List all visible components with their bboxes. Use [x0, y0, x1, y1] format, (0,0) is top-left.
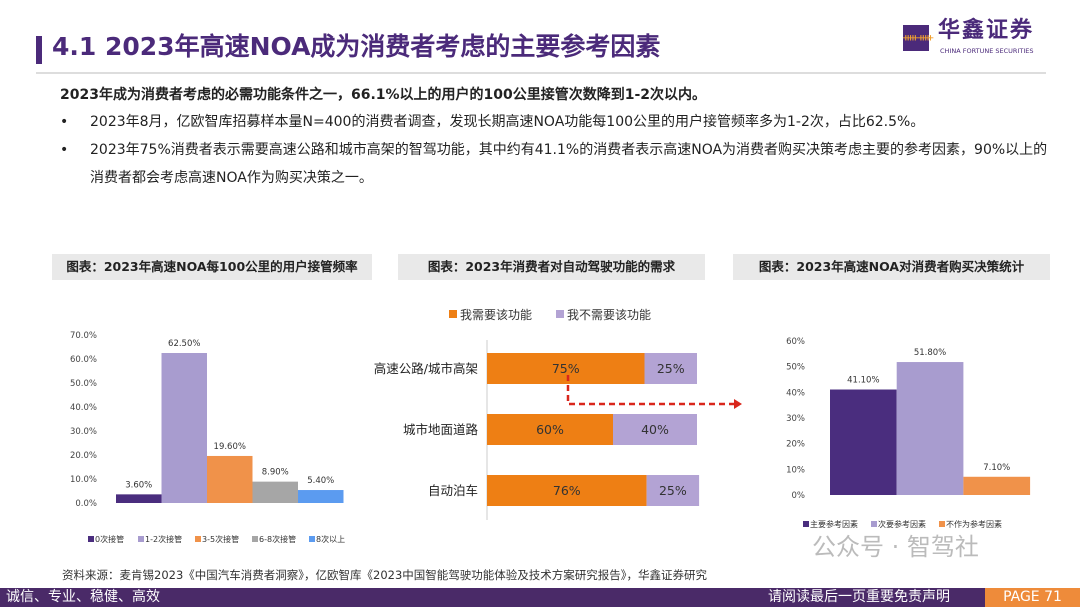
y-tick-label: 30%	[786, 414, 805, 424]
y-tick-label: 30.0%	[70, 427, 97, 437]
y-tick-label: 0.0%	[75, 499, 97, 509]
data-label: 25%	[659, 483, 687, 498]
bullet-text: 2023年75%消费者表示需要高速公路和城市高架的智驾功能，其中约有41.1%的…	[90, 142, 1048, 186]
logo-text: 华鑫证券	[938, 18, 1035, 43]
category-label: 城市地面道路	[403, 422, 479, 437]
bar	[161, 353, 207, 503]
page-title: 4.1 2023年高速NOA成为消费者考虑的主要参考因素	[52, 32, 661, 61]
legend-label: 1-2次接管	[145, 534, 182, 544]
legend-swatch	[195, 536, 201, 542]
chart3-title: 图表：2023年高速NOA对消费者购买决策统计	[733, 254, 1050, 280]
data-label: 76%	[553, 483, 581, 498]
legend-swatch	[803, 521, 809, 527]
y-tick-label: 0%	[792, 491, 806, 501]
data-label: 8.90%	[262, 468, 289, 478]
logo-subtext: CHINA FORTUNE SECURITIES	[940, 47, 1034, 55]
y-tick-label: 40%	[786, 388, 805, 398]
y-tick-label: 40.0%	[70, 403, 97, 413]
legend-label: 8次以上	[316, 534, 345, 544]
legend-swatch	[871, 521, 877, 527]
legend-label: 3-5次接管	[202, 534, 239, 544]
watermark: 公众号 · 智驾社	[812, 533, 979, 561]
chart1-title: 图表：2023年高速NOA每100公里的用户接管频率	[52, 254, 372, 280]
y-tick-label: 70.0%	[70, 331, 97, 341]
bar-segment	[487, 414, 613, 445]
legend-label: 我不需要该功能	[567, 308, 651, 322]
legend-label: 0次接管	[95, 534, 124, 544]
title-divider	[36, 72, 1046, 74]
arrowhead-icon	[734, 399, 742, 409]
bar-segment	[487, 475, 647, 506]
bar-segment	[613, 414, 697, 445]
bullet-item: • 2023年8月，亿欧智库招募样本量N=400的消费者调查，发现长期高速NOA功…	[60, 108, 1050, 136]
data-label: 62.50%	[168, 339, 200, 349]
bar	[963, 476, 1031, 495]
bar-segment	[644, 353, 697, 384]
bar	[896, 362, 964, 495]
legend-label: 主要参考因素	[810, 519, 858, 529]
bar	[116, 494, 162, 503]
legend-label: 不作为参考因素	[946, 519, 1002, 529]
data-label: 41.10%	[847, 376, 879, 386]
data-label: 75%	[552, 361, 580, 376]
data-label: 25%	[657, 361, 685, 376]
source-note: 资料来源：麦肯锡2023《中国汽车消费者洞察》，亿欧智库《2023中国智能驾驶功…	[62, 568, 708, 582]
bullet-text: 2023年8月，亿欧智库招募样本量N=400的消费者调查，发现长期高速NOA功能…	[90, 114, 925, 130]
y-tick-label: 20%	[786, 440, 805, 450]
legend-swatch	[449, 310, 457, 318]
category-label: 自动泊车	[428, 483, 478, 498]
y-tick-label: 60%	[786, 337, 805, 347]
data-label: 5.40%	[307, 476, 334, 486]
y-tick-label: 50.0%	[70, 379, 97, 389]
data-label: 3.60%	[125, 480, 152, 490]
bar	[298, 490, 344, 503]
legend-label: 次要参考因素	[878, 519, 926, 529]
legend-label: 我需要该功能	[460, 308, 532, 322]
legend-swatch	[939, 521, 945, 527]
footer-motto: 诚信、专业、稳健、高效	[6, 589, 160, 605]
bar-segment	[646, 475, 700, 506]
chart2-title: 图表：2023年消费者对自动驾驶功能的需求	[398, 254, 705, 280]
page-number: PAGE 71	[985, 588, 1080, 607]
bar	[207, 455, 253, 503]
bar-segment	[487, 353, 645, 384]
logo-icon: ᚔᚔ	[903, 25, 933, 51]
legend-swatch	[88, 536, 94, 542]
y-tick-label: 60.0%	[70, 355, 97, 365]
data-label: 40%	[641, 422, 669, 437]
bar	[252, 481, 298, 503]
dashed-arrow-line	[566, 375, 735, 406]
y-tick-label: 10%	[786, 465, 805, 475]
y-tick-label: 20.0%	[70, 451, 97, 461]
legend-swatch	[138, 536, 144, 542]
data-label: 51.80%	[914, 348, 946, 358]
bar	[830, 389, 897, 495]
legend-swatch	[252, 536, 258, 542]
footer-disclaimer: 请阅读最后一页重要免责声明	[768, 589, 950, 605]
footer-bar	[0, 588, 1080, 607]
legend-swatch	[309, 536, 315, 542]
category-label: 高速公路/城市高架	[374, 361, 478, 376]
data-label: 19.60%	[214, 442, 246, 452]
legend-label: 6-8次接管	[259, 534, 296, 544]
data-label: 7.10%	[983, 463, 1010, 473]
lead-text: 2023年成为消费者考虑的必需功能条件之一，66.1%以上的用户的100公里接管…	[60, 87, 707, 103]
data-label: 60%	[536, 422, 564, 437]
y-tick-label: 10.0%	[70, 475, 97, 485]
y-tick-label: 50%	[786, 363, 805, 373]
bullet-item: • 2023年75%消费者表示需要高速公路和城市高架的智驾功能，其中约有41.1%…	[60, 136, 1050, 192]
title-accent-bar	[36, 36, 42, 64]
legend-swatch	[556, 310, 564, 318]
